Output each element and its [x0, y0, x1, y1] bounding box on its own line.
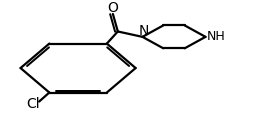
Text: Cl: Cl — [26, 97, 40, 111]
Text: N: N — [139, 24, 149, 38]
Text: O: O — [107, 1, 118, 15]
Text: NH: NH — [207, 30, 226, 43]
